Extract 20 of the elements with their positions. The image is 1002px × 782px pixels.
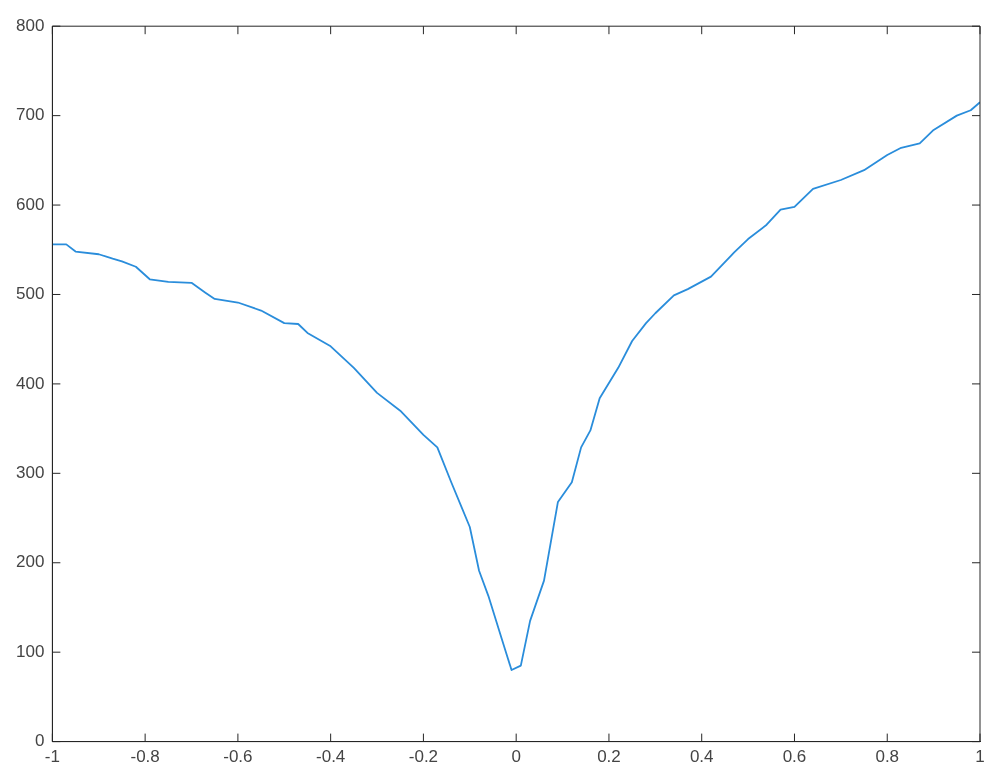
x-tick-label: 0.4 [689, 747, 714, 767]
x-tick-label: -0.8 [130, 747, 160, 767]
y-tick-label: 500 [15, 284, 45, 304]
x-tick-label: 0.6 [782, 747, 807, 767]
x-tick-label: 0.2 [597, 747, 621, 767]
x-tick-label: -0.4 [316, 747, 346, 767]
y-tick-label: 300 [15, 463, 45, 483]
y-tick-label: 200 [15, 552, 45, 572]
x-tick-label: -1 [44, 747, 60, 767]
x-tick-label: 1 [975, 747, 985, 767]
y-tick-label: 100 [15, 641, 45, 661]
y-tick-label: 400 [15, 373, 45, 393]
y-tick-label: 800 [15, 15, 45, 35]
x-tick-label: -0.2 [408, 747, 439, 767]
y-tick-label: 600 [15, 194, 45, 214]
x-tick-label: 0 [511, 747, 521, 767]
y-tick-label: 0 [34, 731, 45, 751]
x-tick-label: -0.6 [223, 747, 253, 767]
y-tick-label: 700 [15, 105, 45, 125]
x-tick-label: 0.8 [875, 747, 900, 767]
